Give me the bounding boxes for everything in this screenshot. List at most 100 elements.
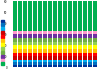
Bar <box>93 45 97 49</box>
Bar <box>43 38 47 42</box>
Bar <box>38 45 42 49</box>
Bar <box>38 31 42 34</box>
Bar <box>53 42 57 45</box>
Bar <box>33 65 37 67</box>
Bar <box>18 56 22 60</box>
Bar <box>78 62 82 65</box>
Bar <box>53 34 57 38</box>
Bar <box>23 62 27 65</box>
Bar <box>38 53 42 56</box>
Bar <box>93 0 97 31</box>
Bar <box>88 49 92 53</box>
Bar <box>63 45 67 49</box>
Bar <box>58 34 62 38</box>
Bar <box>23 60 27 62</box>
Bar <box>73 60 77 62</box>
Bar <box>48 60 52 62</box>
Bar <box>83 34 87 38</box>
Bar <box>23 65 27 67</box>
Bar <box>28 45 32 49</box>
Bar <box>78 38 82 42</box>
Bar <box>83 49 87 53</box>
Bar <box>13 65 17 67</box>
Bar <box>43 1 47 31</box>
Bar <box>53 38 57 42</box>
Bar <box>63 49 67 53</box>
Bar <box>93 31 97 34</box>
Bar <box>23 53 27 56</box>
Bar <box>68 49 72 53</box>
Bar <box>13 38 17 42</box>
Bar <box>63 62 67 65</box>
Bar <box>88 34 92 38</box>
Bar <box>38 34 42 38</box>
Bar <box>78 1 82 31</box>
Bar <box>68 62 72 65</box>
Bar <box>38 49 42 53</box>
Bar <box>23 49 27 53</box>
Bar <box>93 38 97 42</box>
Bar <box>58 49 62 53</box>
Bar <box>88 38 92 42</box>
Bar <box>58 62 62 65</box>
Bar <box>43 53 47 56</box>
Bar <box>13 49 17 53</box>
Bar <box>13 56 17 60</box>
Bar <box>53 1 57 31</box>
Bar <box>78 42 82 45</box>
Bar <box>28 38 32 42</box>
Bar <box>88 56 92 60</box>
Bar <box>63 56 67 60</box>
Bar <box>23 56 27 60</box>
Bar <box>63 65 67 67</box>
Bar <box>23 45 27 49</box>
Bar <box>48 38 52 42</box>
Bar <box>63 38 67 42</box>
Bar <box>33 53 37 56</box>
Bar <box>38 42 42 45</box>
Bar <box>68 38 72 42</box>
Bar <box>48 62 52 65</box>
Bar <box>63 42 67 45</box>
Bar <box>18 45 22 49</box>
Bar <box>38 38 42 42</box>
Bar <box>18 60 22 62</box>
Bar <box>83 38 87 42</box>
Bar <box>58 45 62 49</box>
Bar <box>88 42 92 45</box>
Bar <box>73 49 77 53</box>
Bar <box>78 31 82 34</box>
Bar <box>18 65 22 67</box>
Bar <box>18 38 22 42</box>
Bar <box>78 45 82 49</box>
Bar <box>53 49 57 53</box>
Bar <box>23 38 27 42</box>
Bar <box>73 62 77 65</box>
Bar <box>18 1 22 31</box>
Bar <box>68 31 72 34</box>
Bar <box>63 1 67 31</box>
Bar <box>33 62 37 65</box>
Bar <box>13 45 17 49</box>
Bar <box>68 1 72 31</box>
Bar <box>88 31 92 34</box>
Bar <box>38 1 42 31</box>
Bar <box>38 56 42 60</box>
Bar <box>33 31 37 34</box>
Bar <box>18 53 22 56</box>
Bar <box>38 65 42 67</box>
Bar <box>78 65 82 67</box>
Bar <box>58 31 62 34</box>
Bar <box>53 62 57 65</box>
Bar <box>73 65 77 67</box>
Bar <box>63 34 67 38</box>
Bar <box>28 62 32 65</box>
Bar <box>53 60 57 62</box>
Bar <box>48 49 52 53</box>
Bar <box>43 49 47 53</box>
Bar <box>43 45 47 49</box>
Bar <box>78 60 82 62</box>
Bar <box>18 62 22 65</box>
Bar <box>13 34 17 38</box>
Bar <box>28 65 32 67</box>
